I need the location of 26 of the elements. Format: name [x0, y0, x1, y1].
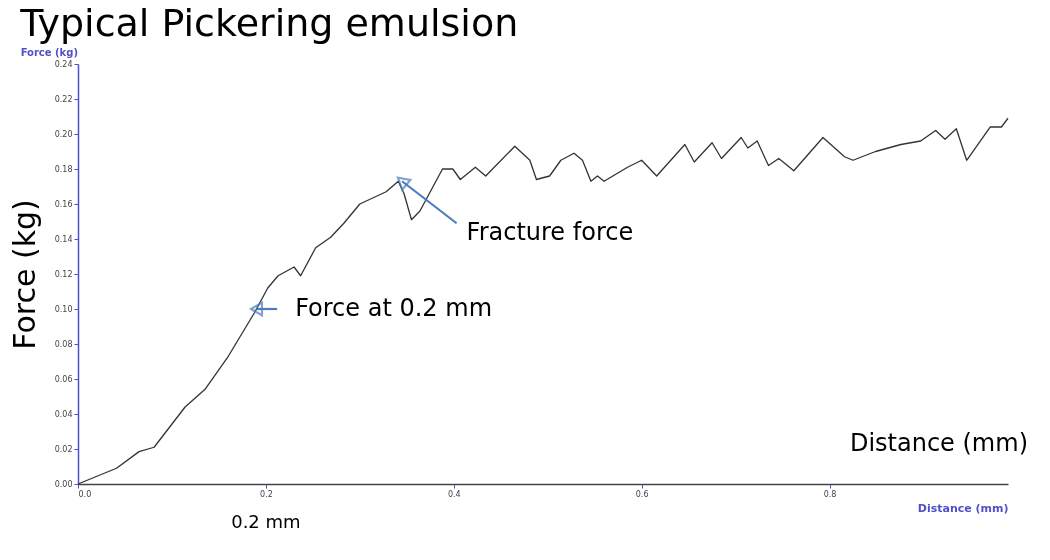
x-axis-title: Distance (mm) — [917, 501, 1009, 515]
annotation: Distance (mm) — [849, 429, 1028, 457]
x-tick-label: 0.2 — [260, 489, 273, 499]
x-tick-label: 0.0 — [78, 489, 92, 499]
y-tick-label: 0.20 — [54, 129, 73, 139]
y-tick-label: 0.10 — [54, 304, 73, 314]
annotation: Force at 0.2 mm — [295, 294, 493, 322]
x-tick-label: 0.8 — [823, 489, 837, 499]
y-tick-label: 0.02 — [54, 444, 73, 454]
y-tick-label: 0.00 — [54, 479, 73, 489]
y-tick-label: 0.24 — [54, 59, 73, 69]
y-axis-title: Force (kg) — [6, 199, 42, 350]
x-tick-label: 0.6 — [635, 489, 649, 499]
y-tick-label: 0.06 — [54, 374, 73, 384]
y-tick-label: 0.22 — [54, 94, 73, 104]
y-tick-label: 0.16 — [54, 199, 73, 209]
text: 0.2 mm — [231, 511, 301, 532]
y-tick-label: 0.14 — [54, 234, 73, 244]
annotation: Fracture force — [466, 218, 634, 247]
y-tick-label: 0.18 — [54, 164, 73, 174]
x-tick-label: 0.4 — [447, 489, 461, 499]
y-tick-label: 0.08 — [54, 339, 73, 349]
text: Force (kg) — [20, 47, 78, 58]
y-tick-label: 0.04 — [54, 409, 73, 419]
chart-title: Typical Pickering emulsion — [19, 1, 519, 45]
y-tick-label: 0.12 — [54, 269, 73, 279]
